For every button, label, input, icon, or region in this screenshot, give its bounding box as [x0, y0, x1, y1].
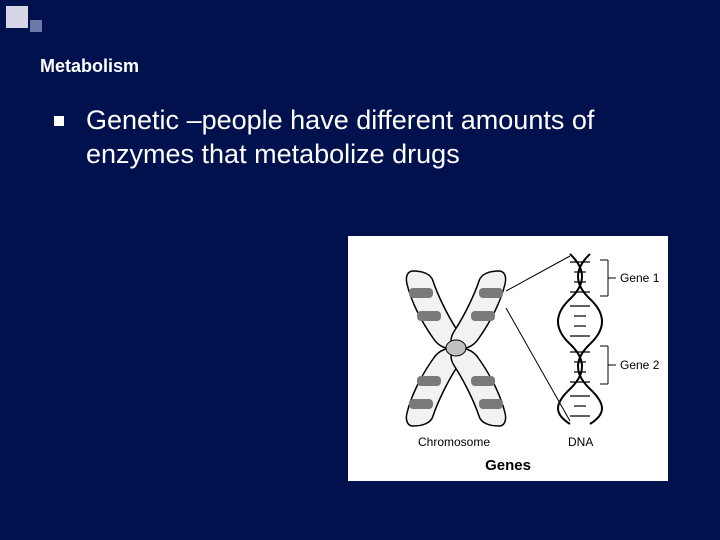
gene1-bracket [600, 260, 616, 296]
bullet-row: Genetic –people have different amounts o… [54, 104, 680, 172]
accent-square-large [6, 6, 28, 28]
dna-label: DNA [568, 435, 593, 449]
genes-figure: Gene 1 Gene 2 Chromosome DNA Genes [348, 236, 668, 481]
accent-square-small [30, 20, 42, 32]
bullet-lead: Genetic [86, 105, 179, 135]
gene2-label: Gene 2 [620, 358, 660, 372]
gene2-bracket [600, 346, 616, 384]
chromosome-label: Chromosome [418, 435, 490, 449]
bullet-icon [54, 116, 64, 126]
figure-caption: Genes [485, 457, 531, 474]
bullet-text: Genetic –people have different amounts o… [86, 104, 680, 172]
chromosome-icon [406, 271, 505, 426]
dna-icon [558, 254, 602, 424]
gene1-label: Gene 1 [620, 271, 660, 285]
slide-title: Metabolism [40, 56, 139, 77]
